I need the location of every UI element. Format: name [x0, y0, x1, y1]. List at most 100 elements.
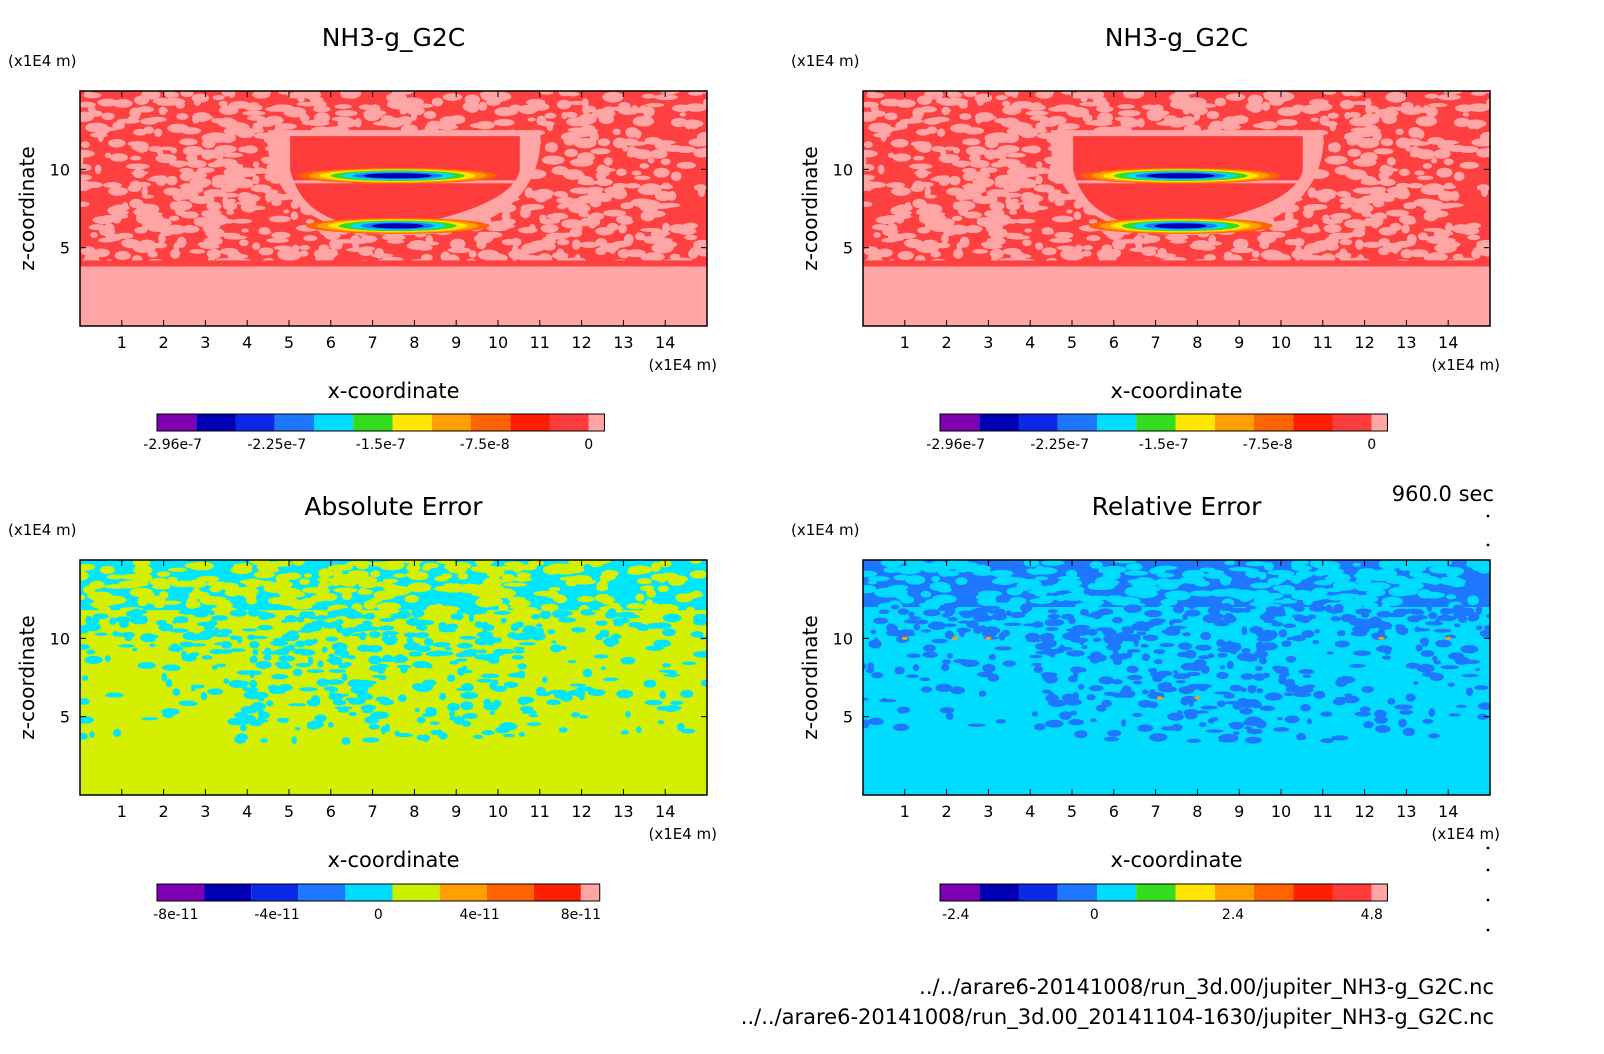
field-speckle	[648, 157, 655, 164]
field-speckle	[963, 225, 983, 234]
field-speckle	[156, 571, 171, 577]
field-speckle	[1350, 127, 1370, 133]
field-speckle	[586, 560, 612, 565]
x-unit-label: (x1E4 m)	[648, 825, 717, 843]
field-speckle	[867, 580, 878, 585]
field-speckle	[1240, 687, 1248, 693]
field-speckle	[276, 717, 290, 723]
colorbar-tick-label: -7.5e-8	[1243, 437, 1293, 453]
field-speckle	[180, 211, 199, 219]
field-speckle	[867, 91, 876, 97]
field-speckle	[1440, 576, 1462, 582]
field-speckle	[112, 121, 125, 130]
field-speckle	[215, 601, 233, 609]
field-speckle	[80, 644, 90, 650]
field-speckle	[690, 631, 704, 638]
field-speckle	[371, 674, 387, 678]
field-speckle	[910, 141, 931, 147]
field-speckle	[454, 612, 464, 621]
field-speckle	[1180, 697, 1189, 706]
field-speckle	[872, 110, 886, 117]
field-speckle	[373, 590, 397, 600]
field-speckle	[988, 227, 1008, 239]
field-speckle	[1198, 722, 1207, 727]
field-speckle	[899, 595, 915, 604]
field-speckle	[361, 694, 374, 700]
field-speckle	[109, 617, 117, 625]
field-speckle	[223, 678, 230, 684]
field-speckle	[287, 92, 305, 99]
colorbar-swatch	[1175, 884, 1215, 901]
field-speckle	[1200, 705, 1218, 710]
field-speckle	[624, 183, 641, 189]
field-speckle	[218, 628, 233, 635]
field-speckle	[930, 116, 950, 123]
field-speckle	[1243, 656, 1258, 662]
field-speckle	[1118, 109, 1141, 117]
field-speckle	[1009, 209, 1018, 215]
colorbar-swatch	[204, 884, 252, 901]
field-speckle	[1035, 175, 1043, 185]
field-speckle	[283, 106, 307, 118]
field-speckle	[612, 617, 630, 624]
field-speckle	[329, 238, 340, 250]
field-speckle	[607, 608, 617, 616]
field-speckle	[1328, 595, 1344, 601]
field-speckle	[1416, 663, 1436, 673]
field-speckle	[143, 126, 155, 134]
field-speckle	[298, 649, 316, 656]
field-speckle	[1107, 729, 1122, 737]
field-speckle	[271, 231, 291, 239]
field-speckle	[333, 587, 358, 593]
y-unit-label: (x1E4 m)	[8, 52, 77, 70]
field-speckle	[529, 190, 551, 200]
field-speckle	[168, 215, 180, 222]
field-speckle	[608, 602, 621, 609]
field-speckle	[381, 234, 406, 241]
field-speckle	[891, 186, 911, 196]
field-speckle	[1455, 610, 1462, 619]
colorbar-tick-label: 8e-11	[561, 907, 601, 923]
field-speckle	[1459, 161, 1480, 169]
field-speckle	[1302, 207, 1314, 219]
field-speckle	[573, 138, 597, 149]
field-speckle	[1072, 624, 1091, 630]
x-tick-label: 6	[1109, 333, 1119, 352]
field-speckle	[332, 569, 343, 579]
field-speckle	[989, 248, 1004, 260]
field-speckle	[1155, 121, 1178, 126]
field-speckle	[460, 691, 479, 700]
field-speckle	[206, 248, 221, 260]
field-speckle	[1445, 222, 1453, 233]
field-speckle	[1296, 735, 1307, 741]
field-speckle	[602, 209, 627, 217]
field-speckle	[1429, 565, 1455, 574]
field-speckle	[1386, 157, 1396, 166]
colorbar-swatch	[314, 414, 354, 431]
field-speckle	[958, 629, 966, 638]
field-speckle	[641, 93, 656, 99]
error-spot	[1378, 636, 1385, 640]
colorbar-tick-label: -1.5e-7	[356, 437, 406, 453]
field-speckle	[1059, 711, 1072, 720]
field-speckle	[1125, 562, 1143, 571]
colorbar-swatch	[439, 884, 487, 901]
field-speckle	[1252, 123, 1271, 129]
field-speckle	[1161, 629, 1175, 634]
field-speckle	[947, 617, 958, 622]
y-tick-label: 10	[50, 629, 70, 648]
field-speckle	[974, 186, 986, 194]
field-speckle	[207, 162, 223, 168]
time-label: 960.0 sec	[1391, 482, 1494, 506]
field-speckle	[416, 734, 425, 741]
field-speckle	[924, 91, 944, 100]
x-tick-label: 2	[942, 802, 952, 821]
field-speckle	[1336, 630, 1346, 637]
field-speckle	[1041, 672, 1053, 681]
field-speckle	[98, 606, 112, 614]
field-speckle	[449, 238, 466, 250]
field-speckle	[658, 184, 674, 190]
field-speckle	[1253, 596, 1276, 606]
field-speckle	[445, 583, 456, 592]
